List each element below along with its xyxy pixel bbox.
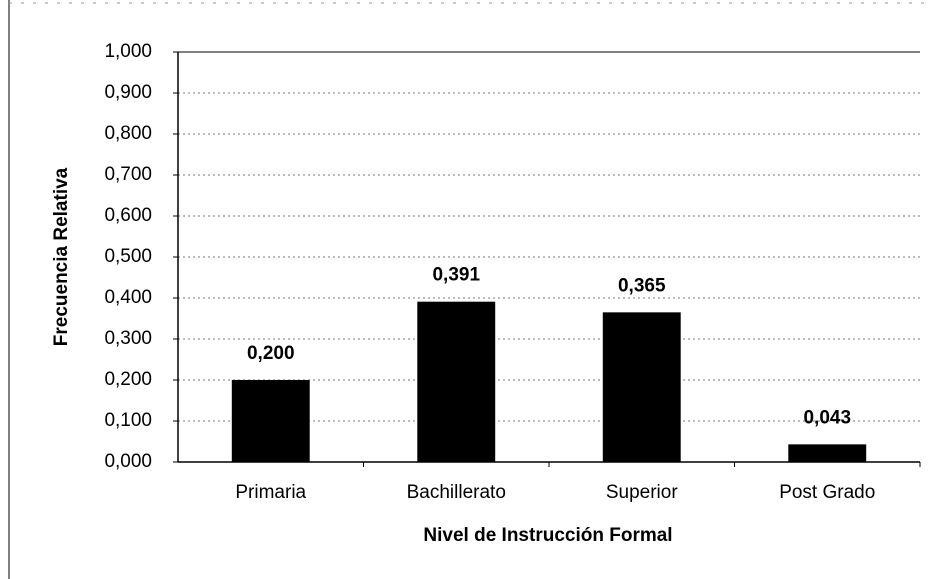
x-tick-label: Bachillerato	[407, 482, 506, 503]
x-axis-title: Nivel de Instrucción Formal	[423, 525, 672, 546]
bar	[231, 380, 310, 462]
x-tick-label: Post Grado	[779, 482, 875, 503]
y-tick-label: 0,900	[104, 82, 152, 103]
y-tick-label: 0,000	[104, 451, 152, 472]
x-tick-label: Primaria	[235, 482, 306, 503]
y-tick-label: 0,800	[104, 123, 152, 144]
y-tick-label: 0,100	[104, 410, 152, 431]
y-tick-label: 0,500	[104, 246, 152, 267]
x-tick-label: Superior	[606, 482, 678, 503]
data-label: 0,043	[803, 407, 851, 428]
bar	[417, 301, 496, 462]
data-label: 0,365	[618, 275, 666, 296]
bar	[602, 312, 681, 462]
y-tick-label: 0,400	[104, 287, 152, 308]
y-tick-label: 0,600	[104, 205, 152, 226]
data-label: 0,391	[432, 265, 480, 286]
bar	[788, 444, 867, 462]
y-tick-label: 0,200	[104, 369, 152, 390]
y-tick-label: 1,000	[104, 41, 152, 62]
y-tick-label: 0,700	[104, 164, 152, 185]
data-label: 0,200	[247, 343, 295, 364]
y-axis-title: Frecuencia Relativa	[51, 167, 72, 346]
y-tick-label: 0,300	[104, 328, 152, 349]
